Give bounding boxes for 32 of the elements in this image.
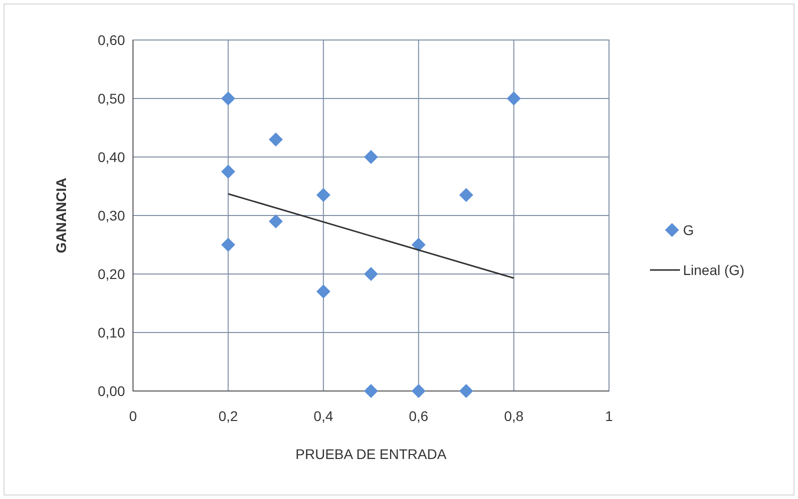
point	[506, 92, 521, 106]
legend-label: G	[683, 222, 694, 238]
y-tick-label: 0,30	[98, 208, 126, 224]
y-axis-title: GANANCIA	[53, 178, 69, 254]
point	[221, 164, 236, 179]
y-tick-label: 0,60	[98, 32, 126, 48]
point	[412, 384, 426, 398]
legend-label: Lineal (G)	[683, 262, 744, 278]
point	[364, 384, 378, 398]
x-tick-label: 0,8	[504, 408, 524, 424]
point	[316, 188, 330, 202]
x-tick-label: 1	[605, 408, 614, 424]
point	[364, 150, 378, 164]
y-tick-label: 0,20	[98, 266, 126, 282]
point	[221, 238, 236, 252]
point	[316, 284, 330, 299]
point	[268, 214, 283, 228]
x-tick-label: 0,4	[314, 408, 334, 424]
x-tick-label: 0,6	[408, 408, 429, 424]
point	[221, 92, 236, 106]
point	[364, 267, 378, 281]
point	[459, 188, 474, 202]
y-tick-label: 0,50	[98, 90, 126, 106]
y-tick-label: 0,40	[98, 149, 126, 165]
x-tick-label: 0	[129, 408, 138, 424]
y-tick-label: 0,00	[98, 383, 126, 399]
x-tick-label: 0,2	[218, 408, 238, 424]
y-tick-label: 0,10	[98, 324, 126, 340]
point	[268, 132, 283, 146]
x-axis-title: PRUEBA DE ENTRADA	[296, 446, 448, 462]
point	[459, 384, 474, 398]
point	[412, 238, 426, 252]
